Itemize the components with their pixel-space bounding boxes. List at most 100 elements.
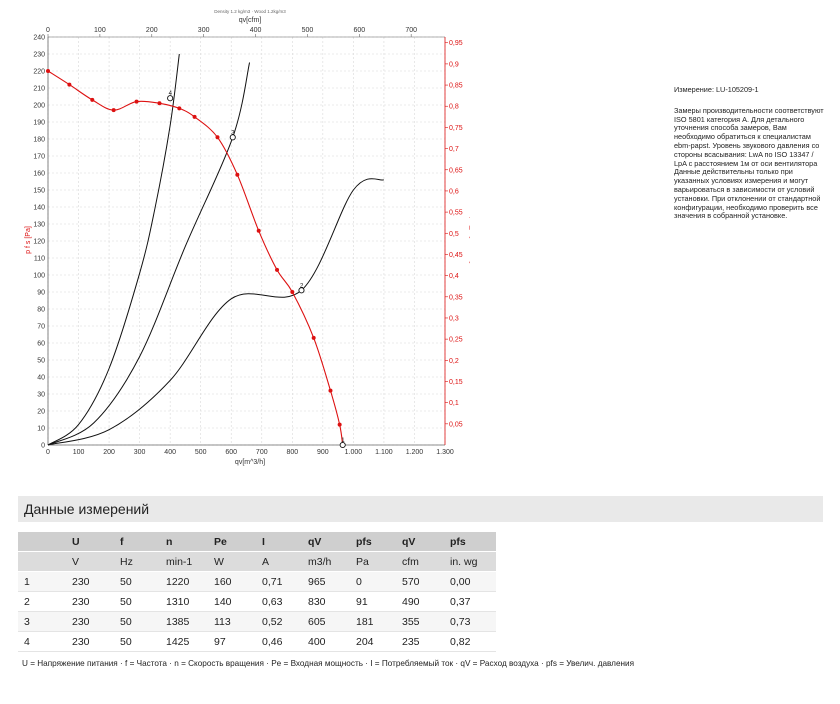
table-cell: 50: [120, 611, 166, 632]
table-cell: 490: [402, 591, 450, 612]
y-tick-label: 40: [37, 375, 45, 382]
x-tick-label: 800: [286, 449, 298, 456]
table-cell: 235: [402, 631, 450, 652]
right-tick-label: 0,5: [449, 231, 459, 238]
y-tick-label: 30: [37, 392, 45, 399]
table-cell: 1220: [166, 571, 214, 592]
x-tick-label: 1.000: [345, 449, 363, 456]
right-tick-label: 0,4: [449, 273, 459, 280]
operating-point-marker: [298, 287, 305, 294]
table-cell: 181: [356, 611, 402, 632]
operating-point-marker: [229, 134, 236, 141]
y-tick-label: 160: [33, 171, 45, 178]
table-row: 2 230 50 1310 140 0,63 830 91 490 0,37: [18, 591, 496, 612]
x-tick-label: 900: [317, 449, 329, 456]
table-cell: 0,46: [262, 631, 308, 652]
table-cell: 965: [308, 571, 356, 592]
table-cell: 230: [72, 591, 120, 612]
table-cell: 50: [120, 591, 166, 612]
unit-i: A: [262, 551, 308, 572]
operating-point-label: 4: [169, 91, 173, 97]
fan-curve-point: [177, 106, 182, 111]
right-tick-label: 0,6: [449, 188, 459, 195]
y-tick-label: 150: [33, 188, 45, 195]
table-cell: 0,71: [262, 571, 308, 592]
col-header-qv: qV: [308, 532, 356, 552]
table-units-row: V Hz min-1 W A m3/h Pa cfm in. wg: [18, 551, 496, 572]
table-cell: 1425: [166, 631, 214, 652]
table-cell: 355: [402, 611, 450, 632]
y-tick-label: 120: [33, 239, 45, 246]
unit-pfs: Pa: [356, 551, 402, 572]
y-tick-label: 220: [33, 69, 45, 76]
x-tick-label: 1.200: [406, 449, 424, 456]
x-tick-label: 1.100: [375, 449, 393, 456]
fan-curve-point: [67, 82, 72, 87]
right-tick-label: 0,45: [449, 252, 463, 259]
table-cell: 0,82: [450, 631, 496, 652]
top-axis-label: qv[cfm]: [239, 17, 262, 24]
y-tick-label: 60: [37, 341, 45, 348]
table-cell: 91: [356, 591, 402, 612]
right-tick-label: 0,25: [449, 337, 463, 344]
fan-curve-point: [311, 335, 316, 340]
fan-curve-point: [275, 267, 280, 272]
fan-curve-point: [192, 114, 197, 119]
chart-title: Density 1.2 kg/m3 · Wood 1.2kg/m3: [214, 9, 286, 14]
y-tick-label: 210: [33, 86, 45, 93]
y-tick-label: 100: [33, 273, 45, 280]
operating-point-label: 1: [341, 438, 345, 444]
fan-curve-point: [235, 172, 240, 177]
table-cell: 0: [356, 571, 402, 592]
col-header-i: I: [262, 532, 308, 552]
x-tick-label: 300: [134, 449, 146, 456]
section-title: Данные измерений: [18, 496, 823, 522]
table-cell: 50: [120, 631, 166, 652]
top-tick-label: 500: [302, 27, 314, 34]
unit-u: V: [72, 551, 120, 572]
right-tick-label: 0,9: [449, 61, 459, 68]
x-tick-label: 0: [46, 449, 50, 456]
x-tick-label: 600: [225, 449, 237, 456]
table-cell: 230: [72, 571, 120, 592]
fan-curve-point: [157, 101, 162, 106]
top-tick-label: 200: [146, 27, 158, 34]
right-tick-label: 0,2: [449, 358, 459, 365]
system-curve: [47, 62, 251, 446]
x-tick-label: 500: [195, 449, 207, 456]
y-tick-label: 190: [33, 120, 45, 127]
col-header-qv-cfm: qV: [402, 532, 450, 552]
table-cell: 97: [214, 631, 262, 652]
col-header-pfs-inwg: pfs: [450, 532, 496, 552]
unit-n: min-1: [166, 551, 214, 572]
top-tick-label: 600: [353, 27, 365, 34]
table-cell: 0,73: [450, 611, 496, 632]
table-row: 3 230 50 1385 113 0,52 605 181 355 0,73: [18, 611, 496, 632]
right-tick-label: 0,1: [449, 400, 459, 407]
operating-point-marker: [167, 95, 174, 102]
y-tick-label: 0: [41, 443, 45, 450]
table-cell: 140: [214, 591, 262, 612]
y-tick-label: 20: [37, 409, 45, 416]
right-tick-label: 0,3: [449, 315, 459, 322]
system-curve: [47, 53, 180, 446]
right-axis-label: pfs_E [IN H2O]: [469, 216, 470, 263]
col-header-n: n: [166, 532, 214, 552]
table-cell: 230: [72, 611, 120, 632]
table-cell: 400: [308, 631, 356, 652]
table-cell: 0,00: [450, 571, 496, 592]
x-axis-label: qv[m^3/h]: [235, 459, 265, 466]
top-tick-label: 100: [94, 27, 106, 34]
unit-pfs-inwg: in. wg: [450, 551, 496, 572]
y-tick-label: 10: [37, 426, 45, 433]
col-header-pe: Pe: [214, 532, 262, 552]
table-cell: 570: [402, 571, 450, 592]
table-cell: 2: [18, 591, 72, 612]
fan-curve-point: [256, 228, 261, 233]
unit-qv: m3/h: [308, 551, 356, 572]
table-cell: 0,63: [262, 591, 308, 612]
operating-point-marker: [339, 441, 346, 449]
table-cell: 1: [18, 571, 72, 592]
table-cell: 3: [18, 611, 72, 632]
fan-curve-point: [337, 422, 342, 427]
